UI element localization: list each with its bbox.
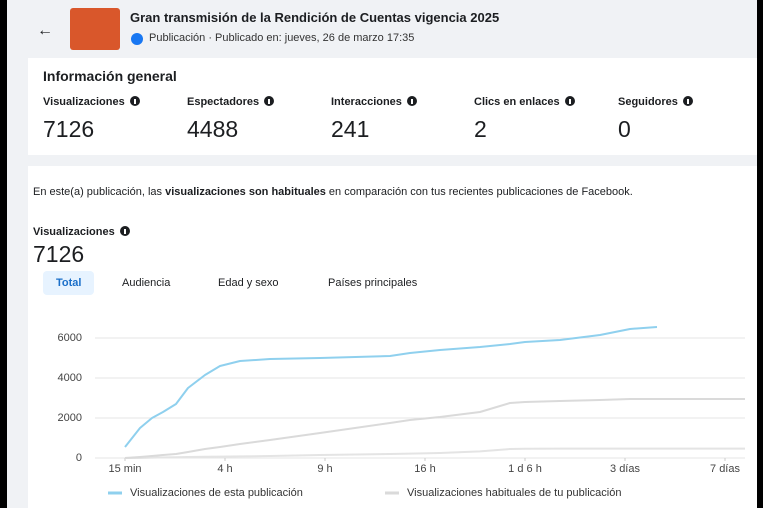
info-icon: [683, 96, 693, 106]
tab[interactable]: Audiencia: [109, 271, 183, 295]
y-tick-label: 6000: [58, 332, 82, 344]
page: ← Gran transmisión de la Rendición de Cu…: [0, 0, 763, 508]
metric-label-text: Clics en enlaces: [474, 96, 560, 108]
metric-label: Seguidores: [618, 96, 693, 108]
metric-value: 7126: [43, 116, 94, 143]
y-tick-label: 4000: [58, 372, 82, 384]
chart: 0 2000 4000 6000 15 min 4 h 9 h 16 h 1 d 6 h 3 dí…: [0, 0, 763, 508]
metric-label-text: Interacciones: [331, 96, 402, 108]
x-tick-label: 15 min: [108, 463, 141, 475]
legend-label: Visualizaciones habituales de tu publica…: [407, 487, 621, 499]
x-tick-label: 7 días: [710, 463, 740, 475]
info-icon: [565, 96, 575, 106]
metric-label: Interacciones: [331, 96, 417, 108]
metric-value: 4488: [187, 116, 238, 143]
x-tick-label: 1 d 6 h: [508, 463, 542, 475]
legend-label: Visualizaciones de esta publicación: [130, 487, 303, 499]
metric-value: 241: [331, 116, 369, 143]
x-tick-label: 3 días: [610, 463, 640, 475]
y-tick-label: 2000: [58, 412, 82, 424]
tab[interactable]: Total: [43, 271, 94, 295]
y-tick-label: 0: [76, 452, 82, 464]
metric-value: 0: [618, 116, 631, 143]
info-icon: [407, 96, 417, 106]
metric-label-text: Visualizaciones: [43, 96, 125, 108]
tab[interactable]: Edad y sexo: [205, 271, 292, 295]
tab[interactable]: Países principales: [315, 271, 430, 295]
x-tick-label: 4 h: [217, 463, 232, 475]
metric-value: 2: [474, 116, 487, 143]
series-line: [125, 449, 745, 458]
metric-label: Clics en enlaces: [474, 96, 575, 108]
x-tick-label: 16 h: [414, 463, 435, 475]
metric-label-text: Espectadores: [187, 96, 259, 108]
metric-label: Visualizaciones: [43, 96, 140, 108]
metric-label-text: Seguidores: [618, 96, 678, 108]
metric-label: Espectadores: [187, 96, 274, 108]
x-tick-label: 9 h: [317, 463, 332, 475]
info-icon: [130, 96, 140, 106]
info-icon: [264, 96, 274, 106]
series-line: [125, 327, 657, 447]
